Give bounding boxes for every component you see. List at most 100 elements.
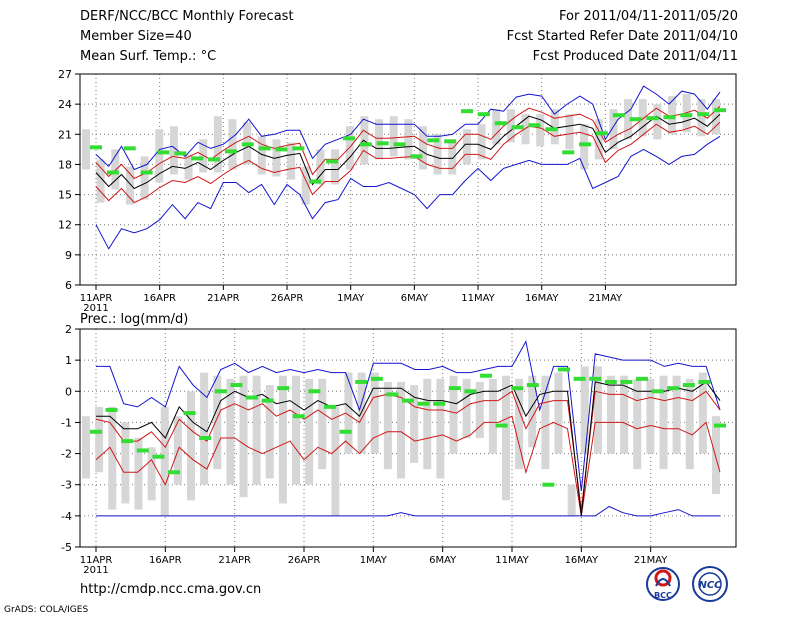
temp-xtick-label: 16APR — [143, 293, 176, 304]
precip-spread-box — [213, 375, 222, 470]
precip-observed-marker — [370, 376, 383, 381]
temp-spread-box — [712, 99, 720, 135]
temp-observed-marker — [714, 108, 726, 113]
temp-observed-marker — [612, 113, 625, 118]
temp-observed-marker — [579, 142, 592, 147]
temp-spread-box — [360, 116, 369, 165]
temp-observed-marker — [562, 150, 575, 155]
precip-spread-box — [318, 378, 327, 470]
temp-observed-marker — [224, 149, 237, 154]
precip-observed-marker — [526, 383, 539, 388]
temp-spread-box — [375, 119, 384, 160]
precip-observed-marker — [558, 367, 570, 372]
temp-spread-box — [316, 149, 325, 185]
precip-observed-marker — [386, 392, 399, 397]
temp-observed-marker — [208, 157, 221, 162]
temp-xtick-label: 21MAY — [589, 293, 623, 304]
temp-observed-marker — [393, 142, 406, 147]
precip-spread-box — [580, 366, 589, 454]
precip-ytick-label: 0 — [65, 385, 72, 398]
temp-observed-marker — [528, 123, 541, 128]
temp-observed-marker — [292, 146, 305, 151]
temp-observed-marker — [359, 142, 372, 147]
temp-spread-box — [140, 156, 149, 200]
precip-frame — [79, 328, 737, 548]
temp-spread-box — [624, 99, 633, 140]
temp-panel: 11APR 16APR 21APR 26APR 1MAY 6MAY 11MAY 16MAY 21… — [58, 68, 737, 314]
precip-observed-marker — [604, 379, 617, 384]
precip-spread-box — [331, 406, 340, 516]
forecast-produced-date: Fcst Produced Date 2011/04/11 — [532, 49, 738, 64]
precip-observed-marker — [714, 423, 726, 428]
precip-spread-box — [567, 484, 576, 516]
precip-observed-marker — [199, 436, 212, 440]
precip-spread-box — [607, 375, 615, 454]
website-url[interactable]: http://cmdp.ncc.cma.gov.cn — [80, 582, 262, 597]
precip-ytick-label: -2 — [61, 448, 72, 461]
precip-observed-marker — [230, 383, 243, 388]
precip-spread-box — [554, 372, 563, 454]
precip-upper-blue-line — [96, 340, 721, 491]
precip-observed-marker — [448, 386, 461, 391]
temp-observed-marker — [106, 170, 119, 175]
precip-observed-marker — [277, 386, 290, 391]
bcc-logo-text: BCC — [654, 591, 672, 600]
precip-observed-marker — [105, 407, 118, 412]
temp-spread-box — [257, 136, 266, 175]
temp-observed-marker — [697, 112, 710, 117]
precip-spread-box — [712, 416, 720, 495]
temp-observed-marker — [427, 138, 440, 143]
temp-observed-marker — [595, 131, 608, 136]
temp-observed-marker — [191, 156, 204, 161]
temp-observed-marker — [629, 117, 642, 122]
temp-upper-red-line — [95, 105, 721, 180]
precip-observed-marker — [121, 439, 134, 444]
precip-observed-marker — [308, 389, 321, 394]
precip-spread-box — [292, 375, 300, 485]
temp-spread-box — [477, 124, 486, 160]
precip-observed-marker — [261, 398, 274, 403]
precip-panel: 11APR 16APR 21APR 26APR 1MAY 6MAY 11MAY 16MAY 21… — [61, 323, 737, 576]
temp-spread-box — [169, 126, 178, 175]
precip-spread-box — [121, 422, 130, 504]
temp-spread-box — [536, 114, 545, 147]
precip-spread-box — [160, 406, 169, 516]
temp-ytick-label: 27 — [58, 68, 72, 81]
temp-ytick-label: 12 — [58, 219, 72, 232]
precip-observed-marker — [495, 423, 508, 428]
member-size: Member Size=40 — [80, 29, 192, 44]
temp-ytick-label: 18 — [58, 158, 72, 171]
precip-spread-box — [108, 406, 117, 510]
precip-spread-box — [187, 391, 195, 501]
precip-spread-box — [200, 372, 209, 485]
temp-year-label: 2011 — [83, 303, 108, 314]
precip-spread-box — [436, 378, 445, 479]
temp-spread-box — [565, 114, 574, 150]
precip-spread-box — [646, 378, 655, 454]
temp-observed-marker — [275, 147, 288, 152]
temp-observed-marker — [511, 125, 524, 130]
precip-spread-box — [383, 381, 392, 470]
temp-spread-box — [433, 134, 442, 175]
precip-spread-box — [397, 381, 405, 479]
forecast-period: For 2011/04/11-2011/05/20 — [559, 9, 738, 24]
temp-observed-marker — [461, 109, 474, 114]
precip-xtick-label: 16APR — [149, 555, 182, 566]
temp-spread-box — [609, 109, 618, 150]
precip-spread-box — [593, 366, 602, 454]
bcc-logo: BCC — [646, 567, 680, 601]
temp-spread-box — [418, 126, 427, 170]
precip-observed-marker — [339, 429, 352, 434]
temp-observed-marker — [258, 146, 271, 151]
precip-spread-box — [462, 378, 471, 438]
temp-observed-marker — [241, 142, 254, 147]
precip-spread-box — [672, 375, 681, 454]
temp-spread-box — [492, 109, 501, 145]
temp-upper-blue-line — [95, 85, 721, 171]
precip-ytick-label: -4 — [61, 510, 72, 523]
precip-spread-box — [685, 378, 694, 470]
temp-spread-box — [125, 166, 134, 205]
temp-xtick-label: 6MAY — [401, 293, 429, 304]
precip-observed-marker — [651, 389, 664, 394]
precip-observed-marker — [214, 389, 227, 394]
